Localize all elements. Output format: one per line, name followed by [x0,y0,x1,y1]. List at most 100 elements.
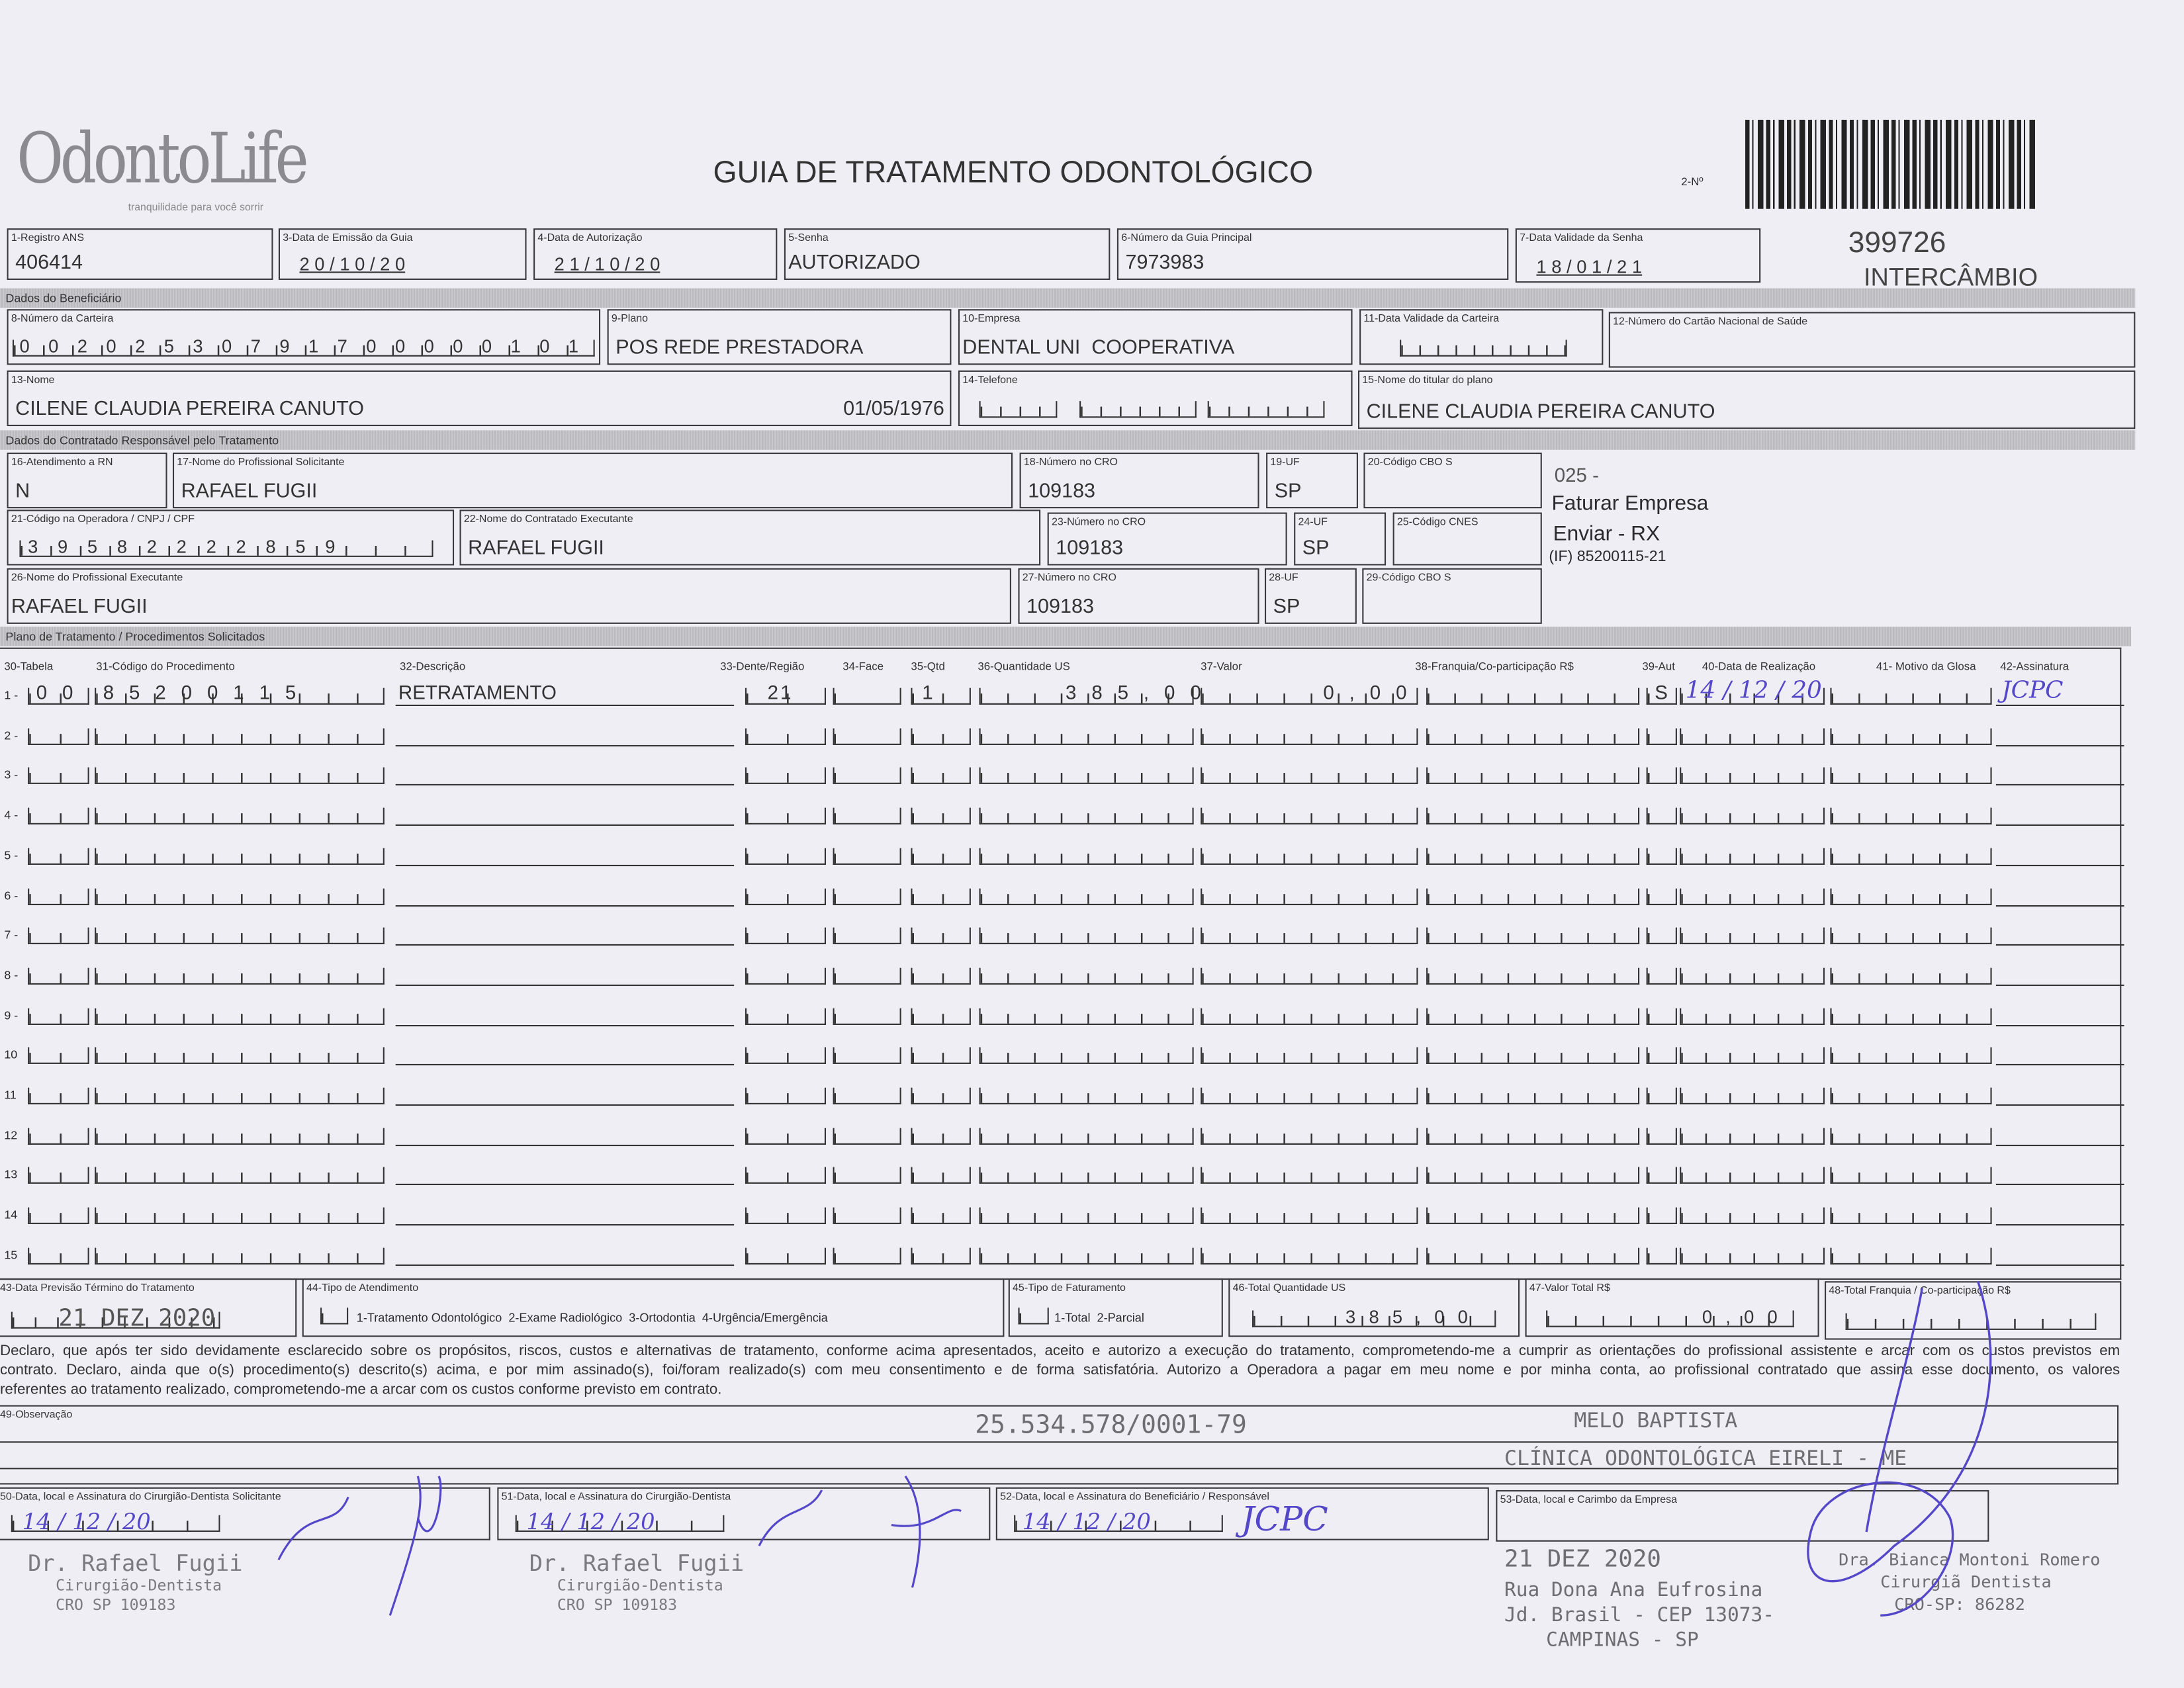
field-cnes[interactable]: 25-Código CNES [1392,512,1542,566]
cell-face[interactable] [833,967,901,985]
field-senha[interactable]: 5-Senha AUTORIZADO [784,228,1111,281]
cell-data[interactable] [1680,928,1825,945]
field-registro-ans[interactable]: 1-Registro ANS 406414 [7,228,273,281]
cell-aut[interactable] [1646,807,1677,825]
cell-dente[interactable] [745,1007,827,1025]
field-cbo-20[interactable]: 20-Código CBO S [1363,452,1542,509]
field-profissional-solicitante[interactable]: 17-Nome do Profissional Solicitante RAFAE… [172,452,1013,509]
cell-glosa[interactable] [1830,688,1992,705]
cell-codigo[interactable] [95,928,385,945]
cell-aut[interactable] [1646,1167,1677,1184]
cell-face[interactable] [833,928,901,945]
cell-descricao[interactable] [395,1104,735,1106]
cell-qtd-us[interactable] [979,728,1194,745]
cell-valor[interactable] [1201,887,1418,905]
cell-franquia[interactable] [1426,1047,1640,1065]
cell-data[interactable] [1680,848,1825,865]
cell-tabela[interactable] [28,1087,89,1104]
cell-face[interactable] [833,1047,901,1065]
cell-qtd[interactable] [911,1128,971,1145]
cell-glosa[interactable] [1830,1087,1992,1104]
cell-assinatura[interactable] [1995,1104,2124,1106]
cell-valor[interactable] [1201,1087,1418,1104]
cell-aut[interactable] [1646,887,1677,905]
cell-face[interactable] [833,1128,901,1145]
field-data-autorizacao[interactable]: 4-Data de Autorização 2 1 / 1 0 / 2 0 [533,228,778,281]
cell-aut[interactable] [1646,1047,1677,1065]
field-titular-plano[interactable]: 15-Nome do titular do plano CILENE CLAUDI… [1357,370,2136,429]
cell-qtd[interactable] [911,1247,971,1265]
cell-codigo[interactable] [95,1167,385,1184]
cell-assinatura[interactable] [1995,1224,2124,1226]
cell-franquia[interactable] [1426,1007,1640,1025]
cell-data[interactable] [1680,1047,1825,1065]
cell-glosa[interactable] [1830,1167,1992,1184]
cell-tabela[interactable] [28,768,89,785]
field-contratado-executante[interactable]: 22-Nome do Contratado Executante RAFAEL F… [459,510,1041,566]
cell-tabela[interactable] [28,1207,89,1225]
cell-glosa[interactable] [1830,887,1992,905]
cell-data[interactable] [1680,887,1825,905]
cell-aut[interactable] [1646,768,1677,785]
cell-codigo[interactable] [95,1047,385,1065]
cell-valor[interactable] [1201,1047,1418,1065]
cell-glosa[interactable] [1830,928,1992,945]
cell-valor[interactable] [1201,1167,1418,1184]
cell-face[interactable] [833,1247,901,1265]
checkbox-cell[interactable] [320,1308,349,1325]
field-total-us[interactable]: 46-Total Quantidade US 3 8 5 , 0 0 [1228,1278,1520,1337]
cell-tabela[interactable] [28,1167,89,1184]
cell-codigo[interactable] [95,688,385,705]
cell-assinatura[interactable] [1995,704,2124,707]
cell-data[interactable] [1680,1247,1825,1265]
cell-face[interactable] [833,1087,901,1104]
cell-qtd-us[interactable] [979,1207,1194,1225]
field-cro-23[interactable]: 23-Número no CRO 109183 [1047,512,1287,566]
field-nome[interactable]: 13-Nome CILENE CLAUDIA PEREIRA CANUTO 01/0… [7,370,952,427]
cell-aut[interactable] [1646,928,1677,945]
cell-face[interactable] [833,1167,901,1184]
cell-valor[interactable] [1201,688,1418,705]
cell-valor[interactable] [1201,848,1418,865]
cell-qtd[interactable] [911,1007,971,1025]
cell-qtd-us[interactable] [979,807,1194,825]
cell-franquia[interactable] [1426,1128,1640,1145]
cell-data[interactable] [1680,688,1825,705]
cell-assinatura[interactable] [1995,1024,2124,1026]
cell-glosa[interactable] [1830,967,1992,985]
cell-qtd-us[interactable] [979,1047,1194,1065]
cell-valor[interactable] [1201,1128,1418,1145]
cell-valor[interactable] [1201,1207,1418,1225]
cell-face[interactable] [833,728,901,745]
cell-qtd-us[interactable] [979,1087,1194,1104]
cell-qtd[interactable] [911,967,971,985]
cell-qtd[interactable] [911,928,971,945]
field-atendimento-rn[interactable]: 16-Atendimento a RN N [7,452,167,509]
cell-codigo[interactable] [95,1247,385,1265]
cell-valor[interactable] [1201,807,1418,825]
cell-dente[interactable] [745,1128,827,1145]
cell-assinatura[interactable] [1995,824,2124,826]
cell-dente[interactable] [745,1087,827,1104]
cell-codigo[interactable] [95,728,385,745]
cell-tabela[interactable] [28,807,89,825]
cell-assinatura[interactable] [1995,904,2124,907]
cell-data[interactable] [1680,967,1825,985]
cell-descricao[interactable] [395,1064,735,1066]
cell-qtd[interactable] [911,1207,971,1225]
cell-assinatura[interactable] [1995,864,2124,866]
cell-franquia[interactable] [1426,967,1640,985]
cell-tabela[interactable] [28,1128,89,1145]
cell-valor[interactable] [1201,928,1418,945]
cell-tabela[interactable] [28,967,89,985]
cell-descricao[interactable] [395,1024,735,1026]
cell-qtd-us[interactable] [979,967,1194,985]
cell-qtd-us[interactable] [979,1128,1194,1145]
cell-franquia[interactable] [1426,1207,1640,1225]
cell-aut[interactable] [1646,1207,1677,1225]
field-uf-28[interactable]: 28-UF SP [1264,568,1357,624]
field-validade-senha[interactable]: 7-Data Validade da Senha 1 8 / 0 1 / 2 1 [1515,228,1761,283]
cell-face[interactable] [833,848,901,865]
cell-descricao[interactable] [395,864,735,866]
cell-franquia[interactable] [1426,848,1640,865]
